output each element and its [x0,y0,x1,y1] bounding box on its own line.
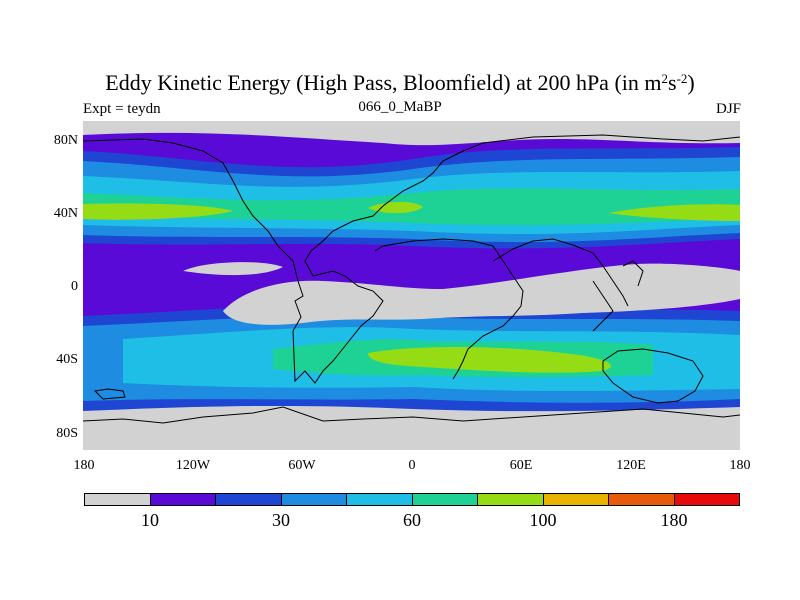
colorbar-swatch [85,494,151,505]
lat-label-eq: 0 [71,279,78,294]
colorbar-swatch [674,494,739,505]
band-green-south [368,347,611,373]
lat-label-40s: 40S [56,352,78,367]
band-green-north-west [83,203,233,220]
season-label: DJF [715,101,741,117]
colorbar-swatch [347,494,413,505]
colorbar-swatch [478,494,544,505]
lon-label-120w: 120W [175,458,211,473]
colorbar-swatch [216,494,282,505]
run-label: 066_0_MaBP [358,99,442,115]
colorbar-label-60: 60 [403,510,421,530]
lon-label-60w: 60W [288,458,316,473]
band-green-north-east [608,204,740,221]
low-tropics-west [183,262,283,276]
lat-label-80s: 80S [56,426,78,441]
low-polar-south [83,405,740,450]
low-polar-north [83,121,740,146]
lat-label-40n: 40N [53,206,78,221]
colorbar-label-10: 10 [141,510,159,530]
colorbar-swatch [412,494,478,505]
colorbar-label-180: 180 [660,510,688,530]
lon-label-180e: 180 [729,458,751,473]
eke-map [83,121,740,450]
colorbar-swatch [543,494,609,505]
colorbar-label-100: 100 [529,510,557,530]
coastlines [83,134,740,424]
band-green-north-mid [368,201,423,214]
colorbar-swatch [609,494,675,505]
experiment-label: Expt = teydn [83,101,161,117]
lat-label-80n: 80N [53,133,78,148]
lon-label-60e: 60E [509,458,533,473]
lon-label-0: 0 [408,458,416,473]
map-title: Eddy Kinetic Energy (High Pass, Bloomfie… [105,70,695,95]
lon-label-120e: 120E [616,458,646,473]
lon-label-180w: 180 [73,458,95,473]
colorbar-swatch [281,494,347,505]
low-tropics-central [223,263,740,325]
colorbar-swatch [150,494,216,505]
colorbar [84,493,740,506]
colorbar-label-30: 30 [272,510,290,530]
